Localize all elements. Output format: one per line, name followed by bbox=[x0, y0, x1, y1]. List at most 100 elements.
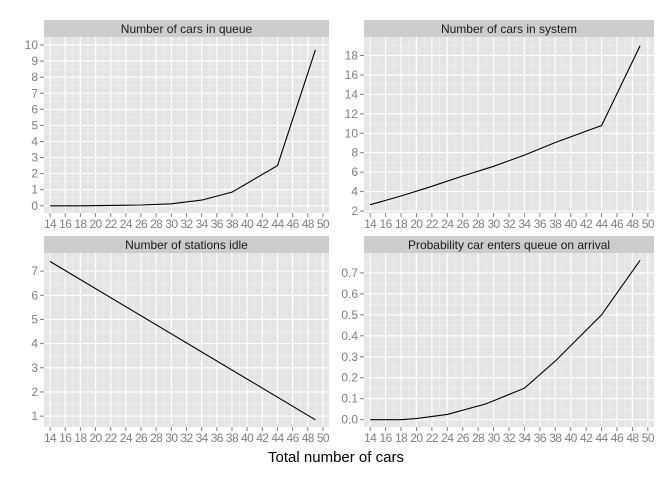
x-tick-label: 48 bbox=[302, 217, 315, 231]
x-tick-label: 44 bbox=[271, 431, 284, 445]
x-tick-label: 44 bbox=[595, 431, 608, 445]
x-tick-label: 34 bbox=[518, 217, 531, 231]
x-tick-label: 30 bbox=[487, 431, 500, 445]
x-tick-label: 28 bbox=[150, 431, 163, 445]
y-tick-label: 0.3 bbox=[341, 350, 358, 364]
x-tick-label: 36 bbox=[211, 217, 224, 231]
series-line bbox=[370, 45, 641, 206]
x-tick-label: 32 bbox=[180, 431, 193, 445]
y-tick-label: 0.4 bbox=[341, 329, 358, 343]
x-tick-label: 48 bbox=[302, 431, 315, 445]
x-tick-label: 32 bbox=[503, 217, 516, 231]
panel-title: Number of stations idle bbox=[125, 238, 248, 252]
x-tick-label: 46 bbox=[287, 431, 300, 445]
series-line bbox=[49, 261, 316, 421]
y-tick-label: 6 bbox=[31, 288, 38, 302]
y-tick-label: 16 bbox=[345, 68, 359, 82]
x-tick-label: 16 bbox=[380, 431, 393, 445]
x-tick-label: 46 bbox=[611, 217, 624, 231]
x-tick-label: 14 bbox=[44, 217, 57, 231]
x-tick-label: 18 bbox=[74, 217, 87, 231]
x-tick-label: 20 bbox=[410, 431, 423, 445]
panel-title: Number of cars in queue bbox=[121, 22, 253, 36]
x-tick-label: 34 bbox=[518, 431, 531, 445]
x-tick-label: 26 bbox=[457, 217, 470, 231]
y-tick-label: 9 bbox=[31, 54, 38, 68]
y-tick-label: 3 bbox=[31, 151, 38, 165]
x-tick-label: 30 bbox=[165, 431, 178, 445]
y-tick-label: 14 bbox=[345, 87, 359, 101]
y-tick-label: 5 bbox=[31, 312, 38, 326]
x-tick-label: 40 bbox=[565, 217, 578, 231]
panel-title: Probability car enters queue on arrival bbox=[408, 238, 610, 252]
x-tick-label: 42 bbox=[580, 217, 593, 231]
x-tick-label: 20 bbox=[410, 217, 423, 231]
y-tick-label: 0.1 bbox=[341, 392, 358, 406]
x-tick-label: 20 bbox=[89, 431, 102, 445]
y-tick-label: 3 bbox=[31, 361, 38, 375]
x-tick-label: 40 bbox=[241, 431, 254, 445]
x-tick-label: 28 bbox=[150, 217, 163, 231]
y-tick-label: 7 bbox=[31, 264, 38, 278]
panel-strip bbox=[44, 20, 329, 37]
x-tick-label: 22 bbox=[426, 431, 439, 445]
x-tick-label: 40 bbox=[241, 217, 254, 231]
y-tick-label: 6 bbox=[351, 165, 358, 179]
y-tick-label: 0.7 bbox=[341, 266, 358, 280]
x-tick-label: 44 bbox=[595, 217, 608, 231]
x-tick-label: 38 bbox=[549, 217, 562, 231]
x-tick-label: 14 bbox=[364, 217, 377, 231]
y-tick-label: 0.2 bbox=[341, 371, 358, 385]
x-tick-label: 34 bbox=[196, 431, 209, 445]
x-tick-label: 42 bbox=[580, 431, 593, 445]
y-tick-label: 4 bbox=[31, 337, 38, 351]
x-tick-label: 32 bbox=[180, 217, 193, 231]
x-tick-label: 26 bbox=[135, 431, 148, 445]
x-tick-label: 36 bbox=[211, 431, 224, 445]
y-tick-label: 4 bbox=[31, 134, 38, 148]
x-tick-label: 24 bbox=[441, 217, 454, 231]
x-tick-label: 44 bbox=[271, 217, 284, 231]
x-tick-label: 36 bbox=[534, 431, 547, 445]
x-tick-label: 14 bbox=[44, 431, 57, 445]
x-tick-label: 18 bbox=[74, 431, 87, 445]
x-tick-label: 46 bbox=[287, 217, 300, 231]
x-tick-label: 38 bbox=[549, 431, 562, 445]
x-tick-label: 26 bbox=[135, 217, 148, 231]
y-tick-label: 10 bbox=[25, 38, 39, 52]
x-tick-label: 24 bbox=[441, 431, 454, 445]
x-tick-label: 38 bbox=[226, 217, 239, 231]
x-tick-label: 50 bbox=[642, 431, 655, 445]
y-tick-label: 0.6 bbox=[341, 287, 358, 301]
y-tick-label: 5 bbox=[31, 118, 38, 132]
y-tick-label: 18 bbox=[345, 48, 359, 62]
y-tick-label: 12 bbox=[345, 107, 359, 121]
x-tick-label: 16 bbox=[59, 217, 72, 231]
x-tick-label: 38 bbox=[226, 431, 239, 445]
panel-strip bbox=[364, 20, 654, 37]
y-tick-label: 2 bbox=[31, 385, 38, 399]
x-tick-label: 22 bbox=[105, 217, 118, 231]
x-axis-label: Total number of cars bbox=[268, 449, 404, 466]
x-tick-label: 28 bbox=[472, 217, 485, 231]
y-tick-label: 8 bbox=[31, 70, 38, 84]
x-tick-label: 50 bbox=[317, 431, 330, 445]
y-tick-label: 2 bbox=[351, 204, 358, 218]
x-tick-label: 14 bbox=[364, 431, 377, 445]
y-tick-label: 0.5 bbox=[341, 308, 358, 322]
panel-strip bbox=[364, 236, 654, 253]
x-tick-label: 50 bbox=[317, 217, 330, 231]
x-tick-label: 36 bbox=[534, 217, 547, 231]
y-tick-label: 7 bbox=[31, 86, 38, 100]
x-tick-label: 34 bbox=[196, 217, 209, 231]
panel-title: Number of cars in system bbox=[441, 22, 577, 36]
x-tick-label: 28 bbox=[472, 431, 485, 445]
series-line bbox=[370, 259, 641, 421]
x-tick-label: 24 bbox=[120, 431, 133, 445]
x-tick-label: 16 bbox=[380, 217, 393, 231]
x-tick-label: 18 bbox=[395, 431, 408, 445]
y-tick-label: 1 bbox=[31, 183, 38, 197]
y-tick-label: 0 bbox=[31, 199, 38, 213]
x-tick-label: 30 bbox=[487, 217, 500, 231]
